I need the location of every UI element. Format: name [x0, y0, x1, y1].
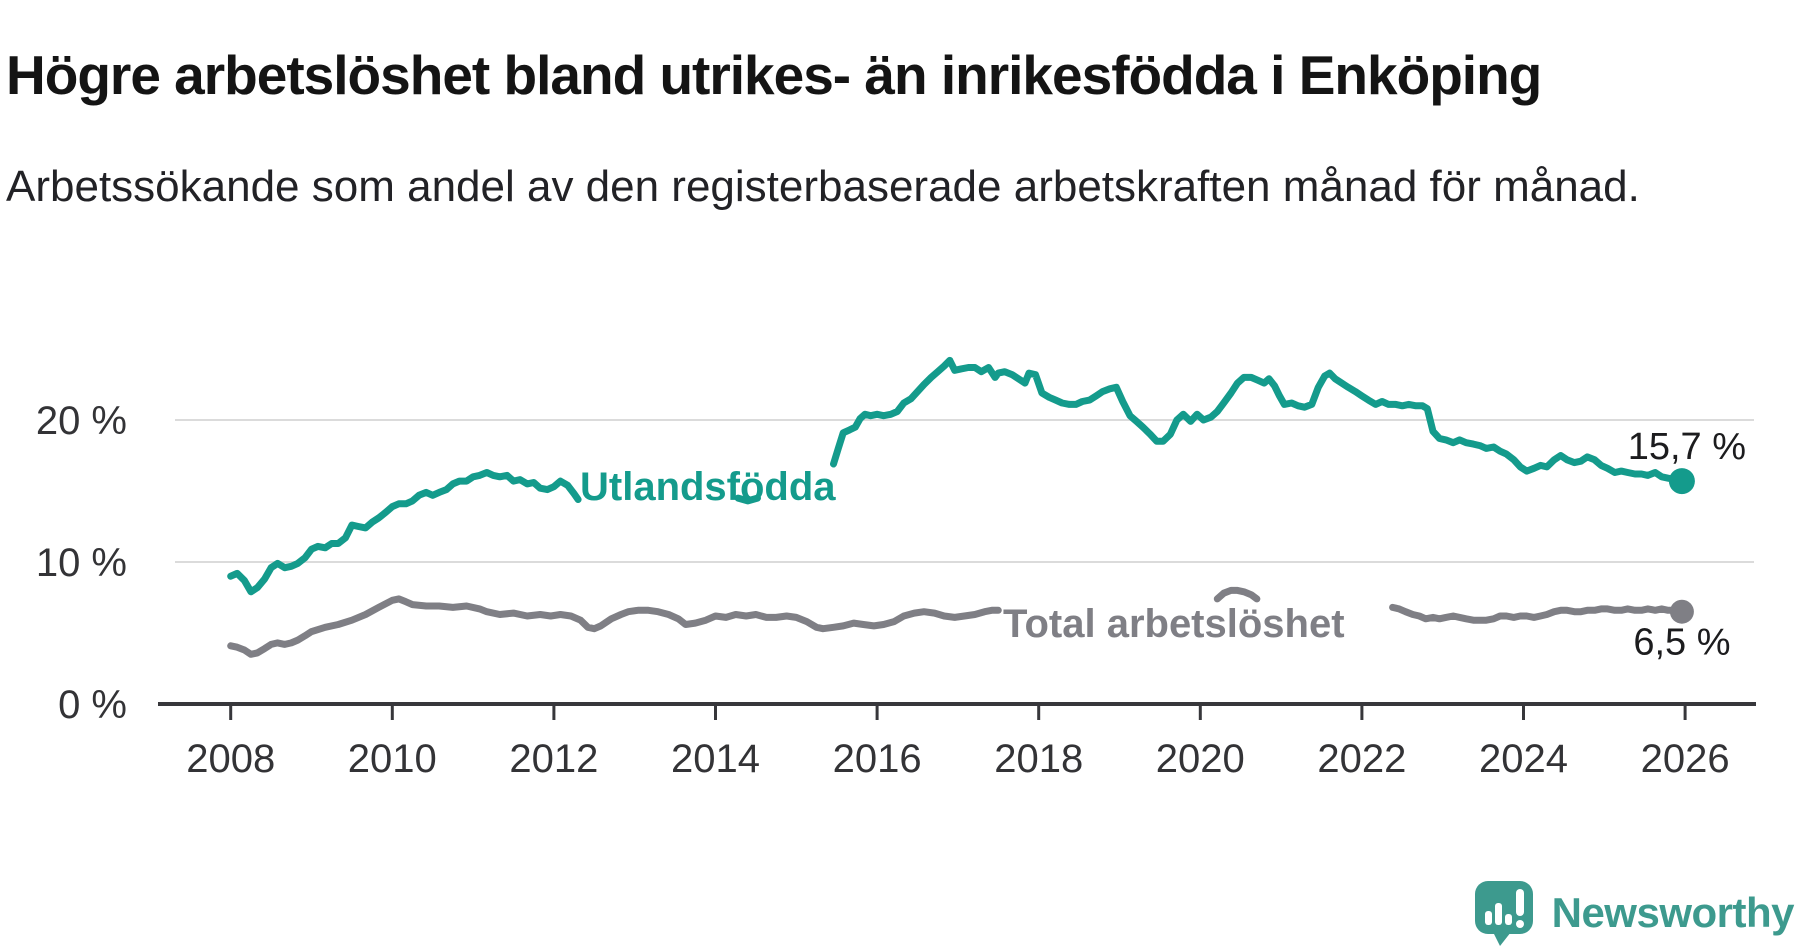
chart-subtitle: Arbetssökande som andel av den registerb… — [6, 162, 1640, 211]
x-tick-label-2026: 2026 — [1641, 737, 1730, 781]
newsworthy-logo-icon — [1474, 881, 1533, 946]
x-tick-label-2012: 2012 — [509, 737, 598, 781]
series-line-utlandsfodda-segment-2 — [734, 494, 761, 505]
series-label-total: Total arbetslöshet — [1003, 602, 1345, 646]
series-line-utlandsfodda-segment-3 — [830, 356, 1686, 485]
series-end-dot-total — [1669, 599, 1694, 624]
y-tick-label-0: 0 % — [58, 683, 127, 727]
x-tick-label-2024: 2024 — [1479, 737, 1568, 781]
logo-bubble — [1474, 881, 1533, 934]
chart-title: Högre arbetslöshet bland utrikes- än inr… — [6, 43, 1542, 106]
logo-bubble-tail — [1492, 932, 1511, 946]
x-tick-label-2014: 2014 — [671, 737, 760, 781]
y-tick-label-20: 20 % — [36, 399, 127, 443]
series-line-total-segment-1 — [227, 595, 1002, 658]
series-line-total-segment-2 — [1213, 586, 1261, 603]
series-line-total-segment-3 — [1389, 603, 1686, 624]
logo-exclamation-icon — [1515, 889, 1524, 928]
x-tick-label-2010: 2010 — [348, 737, 437, 781]
series-line-utlandsfodda-segment-1 — [227, 469, 582, 596]
series-end-dot-utlandsfodda — [1668, 468, 1695, 495]
x-tick-label-2008: 2008 — [186, 737, 275, 781]
newsworthy-logo: Newsworthy — [1474, 880, 1795, 946]
end-value-label-utlandsfodda: 15,7 % — [1628, 426, 1746, 468]
newsworthy-logo-text: Newsworthy — [1551, 889, 1795, 936]
x-tick-label-2020: 2020 — [1156, 737, 1245, 781]
x-tick-label-2016: 2016 — [833, 737, 922, 781]
y-tick-label-10: 10 % — [36, 541, 127, 585]
logo-bar-chart-icon — [1484, 903, 1512, 925]
end-value-label-total: 6,5 % — [1633, 622, 1730, 664]
x-tick-label-2022: 2022 — [1317, 737, 1406, 781]
x-tick-label-2018: 2018 — [994, 737, 1083, 781]
series-label-utlandsfodda: Utlandsfödda — [580, 465, 836, 509]
